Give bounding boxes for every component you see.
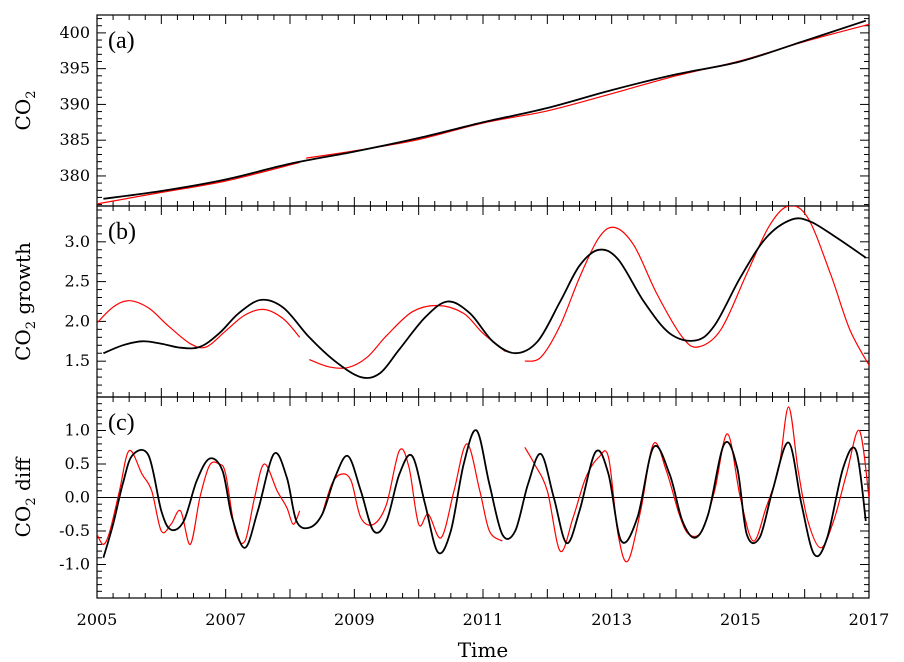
x-axis-label: Time xyxy=(458,638,509,662)
series-line-red xyxy=(321,443,503,542)
x-tick-label: 2013 xyxy=(591,610,632,629)
panel-frame xyxy=(96,14,870,207)
y-tick-label: 2.5 xyxy=(65,272,90,291)
y-tick-label: -0.5 xyxy=(59,521,90,540)
panels: 380 385 390 395 400 (a) CO2 1.5 2.0 2.5 3.0 (b) CO2 … xyxy=(11,14,870,599)
y-axis-label: CO2 diff xyxy=(11,456,39,538)
y-axis-label: CO2 growth xyxy=(11,242,39,361)
y-tick-label: 0.0 xyxy=(65,488,90,507)
panel-label: (b) xyxy=(108,219,136,245)
y-tick-label: 2.0 xyxy=(65,311,90,330)
y-axis-label: CO2 xyxy=(11,91,39,131)
y-tick-label: 380 xyxy=(59,166,90,185)
y-tick-label: -1.0 xyxy=(59,555,90,574)
series-line-black xyxy=(102,429,867,559)
panel-c: -1.0 -0.5 0.0 0.5 1.0 (c) CO2 diff xyxy=(11,396,870,599)
series-line-red xyxy=(524,406,869,563)
y-tick-label: 395 xyxy=(59,59,90,78)
x-axis: Time 2005 2007 2009 2011 2013 2015 2017 xyxy=(77,610,890,662)
series-line-black xyxy=(103,19,867,200)
y-tick-label: 385 xyxy=(59,130,90,149)
panel-a: 380 385 390 395 400 (a) CO2 xyxy=(11,14,870,207)
series-line-red xyxy=(97,300,301,349)
panel-label: (c) xyxy=(108,410,135,436)
panel-b: 1.5 2.0 2.5 3.0 (b) CO2 growth xyxy=(11,205,870,398)
series-line-red xyxy=(306,23,869,159)
x-tick-label: 2017 xyxy=(849,610,890,629)
series-line-red xyxy=(309,304,506,369)
series-line-black xyxy=(103,217,867,379)
panel-label: (a) xyxy=(108,28,135,54)
x-tick-label: 2011 xyxy=(463,610,504,629)
y-tick-label: 3.0 xyxy=(65,232,90,251)
x-tick-label: 2009 xyxy=(334,610,375,629)
y-tick-label: 0.5 xyxy=(65,454,90,473)
x-tick-label: 2015 xyxy=(720,610,761,629)
y-tick-label: 390 xyxy=(59,94,90,113)
x-tick-label: 2007 xyxy=(205,610,246,629)
panel-frame xyxy=(96,205,870,398)
x-tick-label: 2005 xyxy=(77,610,118,629)
y-tick-label: 1.5 xyxy=(65,351,90,370)
y-tick-label: 1.0 xyxy=(65,421,90,440)
y-tick-label: 400 xyxy=(59,23,90,42)
series-line-red xyxy=(97,161,300,205)
series-line-red xyxy=(524,206,869,366)
